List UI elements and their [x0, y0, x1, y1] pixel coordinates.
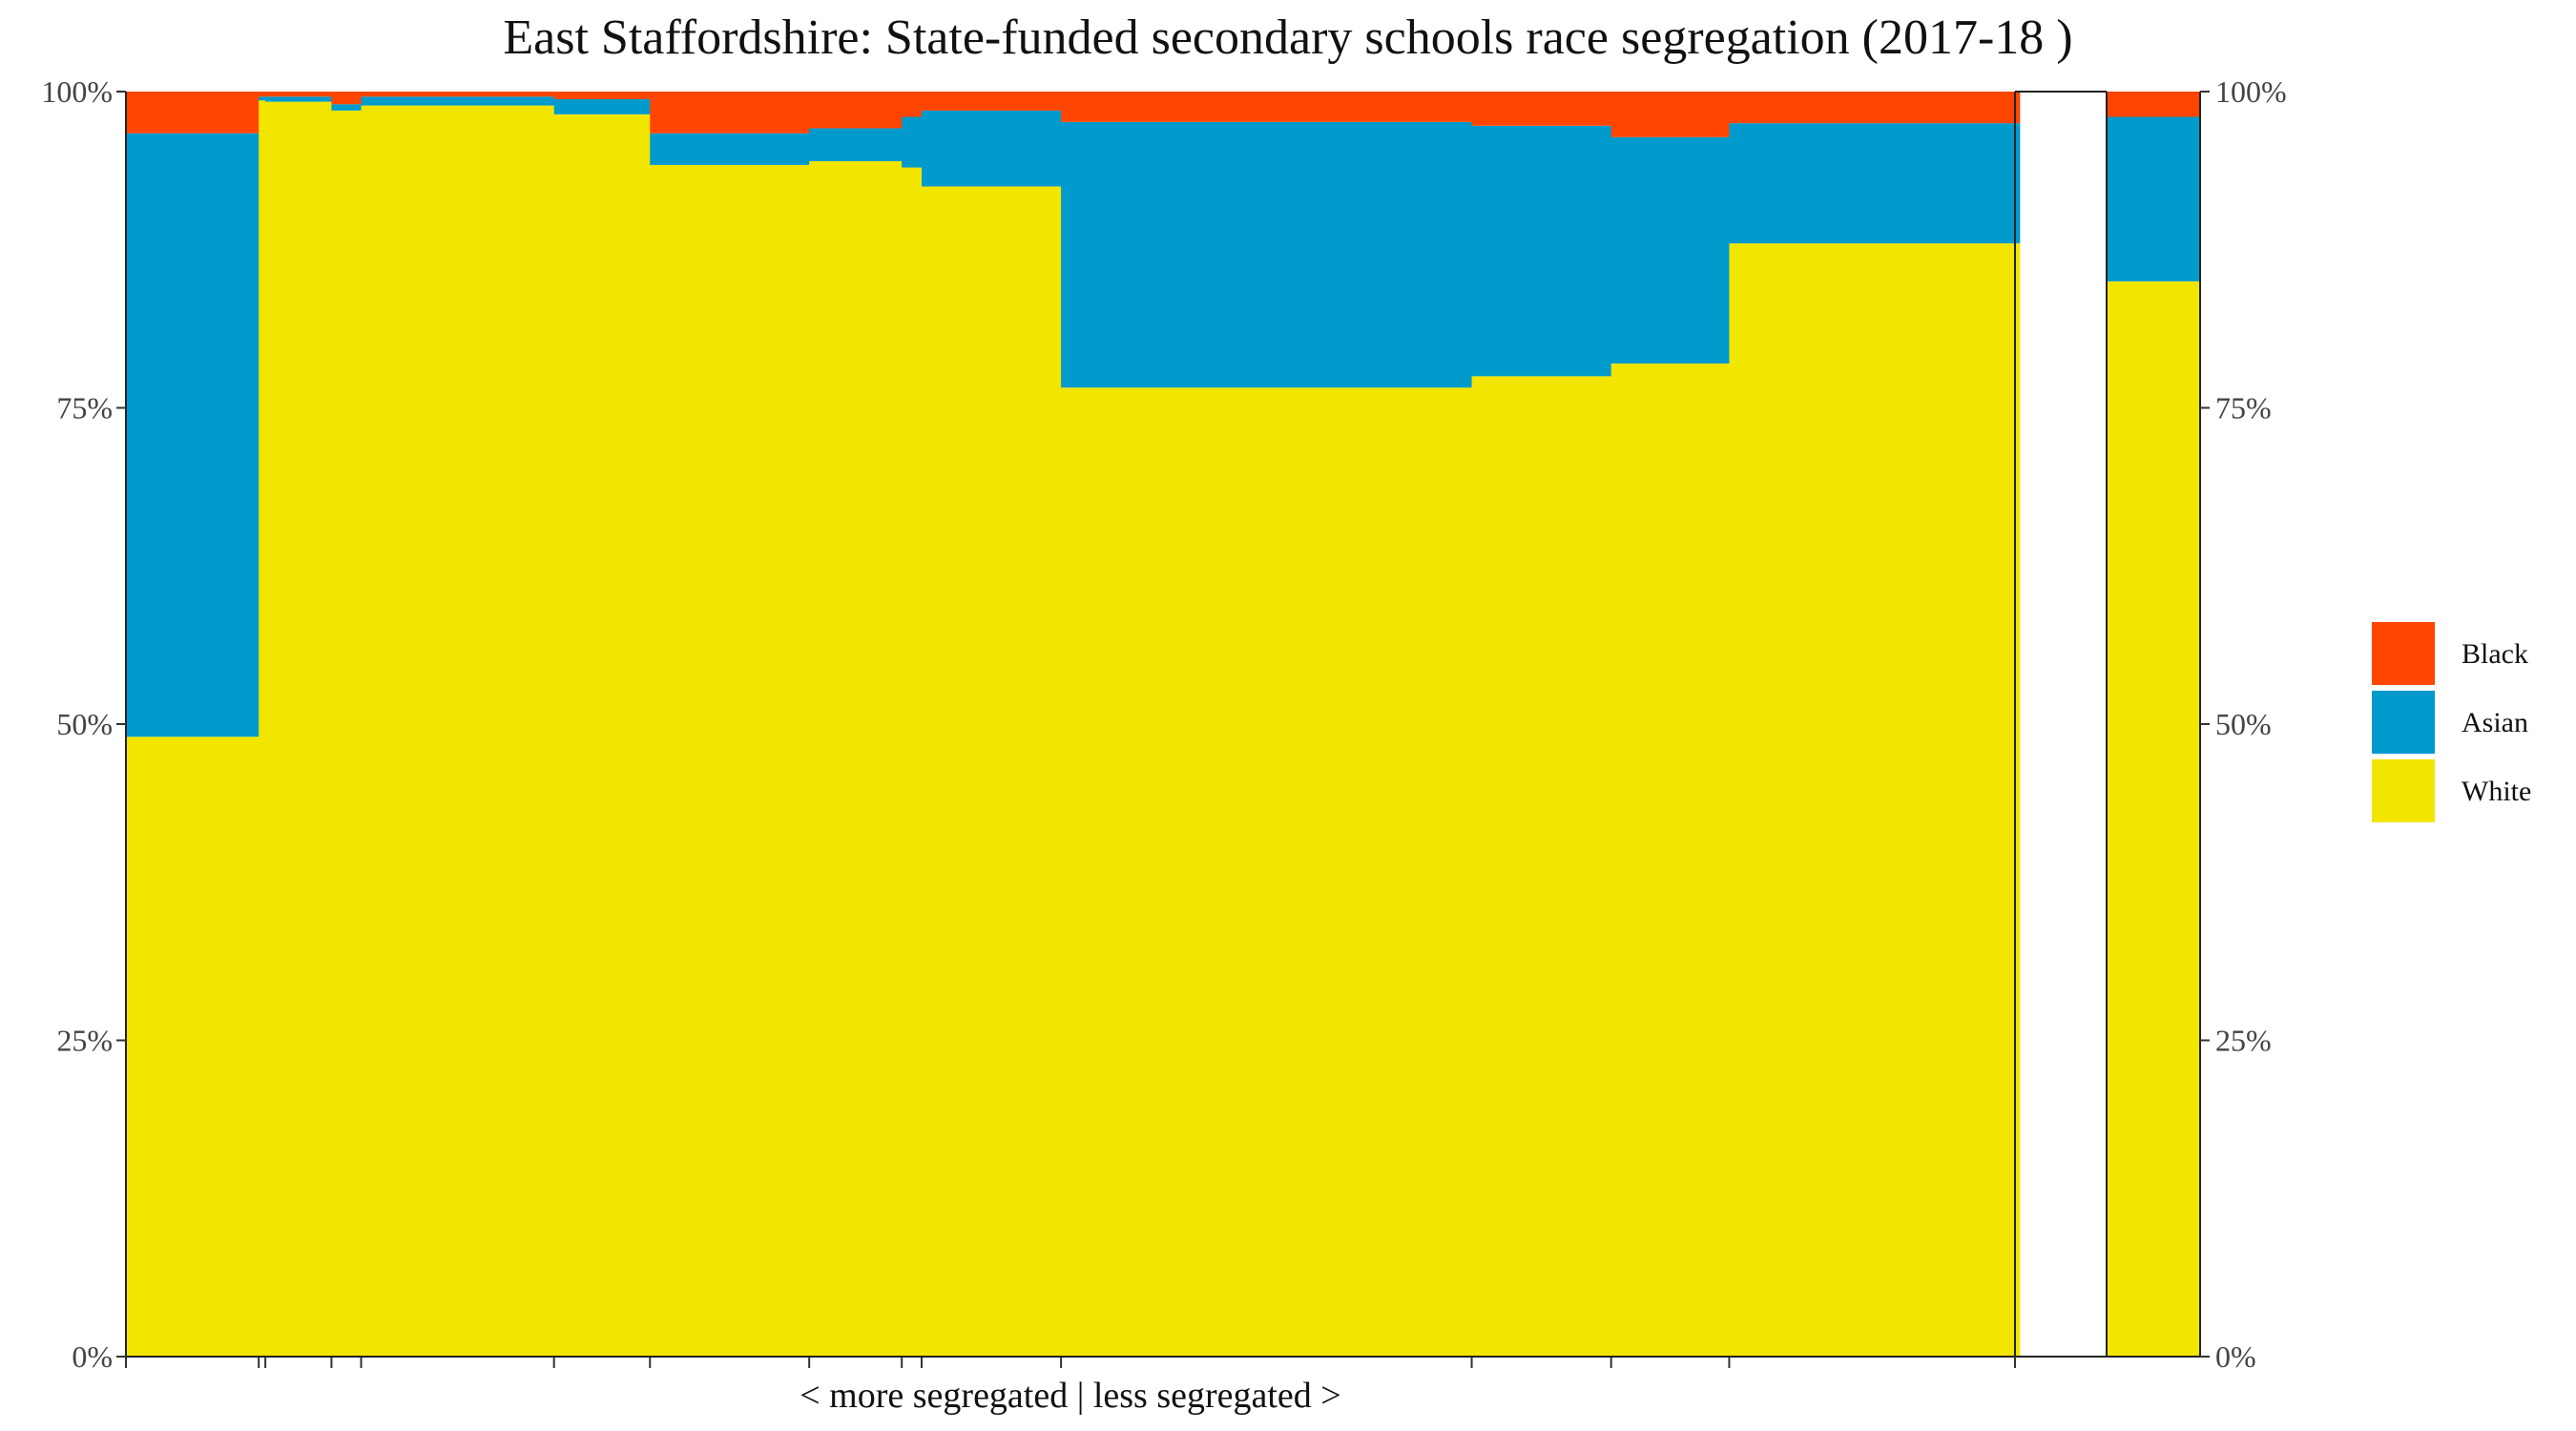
bar-black-5 [361, 92, 555, 97]
y-tick-label-left: 50% [56, 707, 113, 741]
bar-white-12 [1471, 376, 1612, 1358]
y-tick-label-right: 0% [2215, 1339, 2256, 1374]
bar-white-3 [265, 101, 333, 1357]
bar-white-2 [259, 100, 266, 1358]
bar-black-2 [259, 92, 266, 97]
bar-white-5 [361, 105, 555, 1358]
bar-white-4 [331, 110, 363, 1357]
chart-title: East Staffordshire: State-funded seconda… [503, 10, 2073, 65]
bar-black-7 [650, 92, 810, 134]
bar-black-1 [126, 92, 260, 134]
bar-white-1 [126, 736, 260, 1357]
y-tick-label-right: 50% [2215, 707, 2272, 741]
bar-asian-13 [1610, 136, 1731, 364]
bar-white-13 [1610, 363, 1731, 1358]
bar-black-13 [1610, 92, 1731, 137]
bar-asian-3 [265, 96, 333, 102]
bar-black-11 [1061, 92, 1473, 122]
legend-label-white: White [2462, 776, 2531, 807]
bar-asian-4 [331, 104, 363, 111]
bar-black-9 [902, 92, 923, 117]
bar-asian-14 [1729, 123, 2021, 244]
bar-white-8 [809, 160, 903, 1358]
bar-black-6 [553, 92, 651, 99]
bar-asian-9 [902, 116, 923, 168]
bar-asian-6 [553, 98, 651, 114]
legend-swatch-white [2372, 759, 2435, 822]
legend-swatch-asian [2372, 691, 2435, 754]
bar-asian-8 [809, 128, 903, 161]
x-axis-label: < more segregated | less segregated > [800, 1376, 1340, 1416]
y-tick-label-right: 100% [2215, 74, 2287, 109]
y-tick-label-left: 75% [56, 391, 113, 425]
bar-white-14 [1729, 243, 2021, 1357]
total-bar-asian [2107, 116, 2200, 281]
bar-black-10 [921, 92, 1062, 111]
bar-asian-11 [1061, 121, 1473, 388]
legend-label-asian: Asian [2462, 707, 2528, 738]
legend-swatch-black [2372, 622, 2435, 685]
bar-black-12 [1471, 92, 1612, 126]
bar-asian-7 [650, 133, 810, 165]
total-bar-black [2107, 92, 2200, 117]
bar-white-10 [921, 186, 1062, 1358]
bar-asian-1 [126, 133, 260, 737]
y-tick-label-right: 75% [2215, 391, 2272, 425]
bar-asian-5 [361, 96, 555, 106]
bar-black-8 [809, 92, 903, 129]
bar-black-4 [331, 92, 363, 105]
y-tick-label-left: 25% [56, 1024, 113, 1058]
total-bar-white [2107, 280, 2200, 1357]
bar-black-3 [265, 92, 333, 97]
bar-white-9 [902, 167, 923, 1357]
bar-white-7 [650, 164, 810, 1358]
bar-black-14 [1729, 92, 2021, 124]
y-tick-label-left: 0% [72, 1339, 113, 1374]
bar-asian-12 [1471, 125, 1612, 377]
y-tick-label-right: 25% [2215, 1024, 2272, 1058]
bar-white-11 [1061, 387, 1473, 1357]
bar-asian-10 [921, 110, 1062, 187]
bar-asian-2 [259, 96, 266, 101]
y-tick-label-left: 100% [41, 74, 113, 109]
bar-white-6 [553, 114, 651, 1357]
legend-label-black: Black [2462, 638, 2528, 670]
